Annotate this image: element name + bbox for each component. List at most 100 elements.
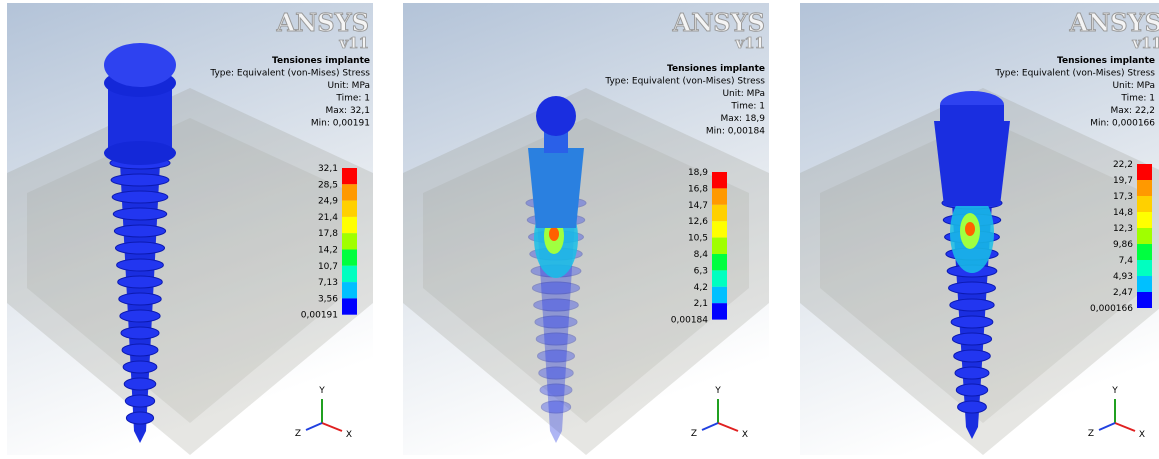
ball-head bbox=[536, 96, 576, 136]
legend-swatch bbox=[342, 298, 357, 315]
legend-label: 14,7 bbox=[688, 201, 708, 211]
info-type: Type: Equivalent (von-Mises) Stress bbox=[604, 77, 765, 87]
legend-label: 17,3 bbox=[1113, 192, 1133, 202]
legend-label: 4,93 bbox=[1113, 272, 1133, 282]
legend-label: 3,56 bbox=[318, 294, 338, 304]
mesh-plane bbox=[423, 118, 749, 423]
screw-thread bbox=[949, 298, 995, 312]
screw-thread bbox=[538, 366, 574, 380]
legend-swatch bbox=[1137, 180, 1152, 196]
axis-label-x: X bbox=[346, 430, 352, 440]
legend-label: 21,4 bbox=[318, 213, 338, 223]
legend-swatch bbox=[1137, 212, 1152, 228]
legend-label: 28,5 bbox=[318, 180, 338, 190]
screw-thread bbox=[957, 400, 987, 414]
stress-zone bbox=[549, 227, 559, 241]
legend-label: 0,00184 bbox=[671, 316, 708, 326]
screw-head bbox=[934, 121, 1010, 206]
info-min: Min: 0,00184 bbox=[706, 127, 765, 137]
axis-label-z: Z bbox=[691, 429, 697, 439]
legend-label: 12,6 bbox=[688, 217, 708, 227]
legend-swatch bbox=[1137, 164, 1152, 180]
legend-label: 32,1 bbox=[318, 164, 338, 174]
screw-thread bbox=[531, 281, 581, 295]
screw-thread bbox=[953, 349, 991, 363]
legend-swatch bbox=[1137, 276, 1152, 292]
version: v11 bbox=[338, 34, 369, 52]
axis-x bbox=[321, 422, 343, 432]
screw-thread bbox=[111, 190, 169, 204]
legend-label: 8,4 bbox=[694, 250, 709, 260]
axis-x bbox=[717, 422, 739, 432]
legend-swatch bbox=[1137, 260, 1152, 276]
legend-label: 6,3 bbox=[694, 266, 708, 276]
screw-thread bbox=[955, 383, 989, 397]
legend-swatch bbox=[1137, 196, 1152, 212]
legend-swatch bbox=[1137, 292, 1152, 308]
info-time: Time: 1 bbox=[1120, 94, 1155, 104]
legend-swatch bbox=[342, 233, 357, 250]
screw-head-ring bbox=[940, 105, 1004, 123]
screw-thread bbox=[117, 275, 163, 289]
viewport-background bbox=[7, 3, 373, 455]
info-title: Tensiones implante bbox=[1057, 56, 1155, 66]
axis-label-y: Y bbox=[318, 386, 325, 396]
screw-thread bbox=[116, 258, 164, 272]
axis-label-y: Y bbox=[1111, 386, 1118, 396]
info-max: Max: 32,1 bbox=[325, 106, 370, 116]
legend-label: 22,2 bbox=[1113, 160, 1133, 170]
viewport-background bbox=[403, 3, 769, 455]
legend-label: 19,7 bbox=[1113, 176, 1133, 186]
stress-zone bbox=[965, 222, 975, 236]
screw-thread bbox=[125, 411, 155, 425]
legend-swatch bbox=[342, 249, 357, 266]
legend-swatch bbox=[1137, 228, 1152, 244]
axis-label-z: Z bbox=[295, 429, 301, 439]
version: v11 bbox=[1131, 34, 1159, 52]
legend-swatch bbox=[342, 168, 357, 185]
legend-swatch bbox=[712, 303, 727, 320]
screw-head-top bbox=[104, 43, 176, 87]
screw-thread bbox=[123, 377, 157, 391]
screw-thread bbox=[951, 332, 993, 346]
legend-label: 14,8 bbox=[1113, 208, 1133, 218]
legend-swatch bbox=[712, 188, 727, 205]
info-min: Min: 0,000166 bbox=[1090, 119, 1155, 129]
legend-swatch bbox=[712, 237, 727, 254]
screw-thread bbox=[110, 173, 170, 187]
legend-label: 0,00191 bbox=[301, 311, 338, 321]
screw-thread bbox=[540, 400, 572, 414]
info-type: Type: Equivalent (von-Mises) Stress bbox=[994, 69, 1155, 79]
legend-swatch bbox=[712, 172, 727, 189]
screw-thread bbox=[122, 360, 158, 374]
legend-label: 2,1 bbox=[694, 299, 708, 309]
axis-z bbox=[701, 422, 719, 431]
legend-swatch bbox=[712, 221, 727, 238]
info-time: Time: 1 bbox=[730, 102, 765, 112]
axis-label-y: Y bbox=[714, 386, 721, 396]
info-max: Max: 22,2 bbox=[1110, 106, 1155, 116]
info-min: Min: 0,00191 bbox=[311, 119, 370, 129]
screw-thread bbox=[118, 292, 162, 306]
mesh-plane bbox=[7, 88, 373, 455]
legend-label: 10,5 bbox=[688, 234, 708, 244]
legend-swatch bbox=[712, 270, 727, 287]
screw-thread bbox=[113, 224, 167, 238]
screw-thread bbox=[119, 309, 161, 323]
legend-label: 7,4 bbox=[1119, 256, 1134, 266]
screw-thread bbox=[533, 298, 579, 312]
screw-thread bbox=[539, 383, 573, 397]
screw-thread bbox=[120, 326, 160, 340]
version: v11 bbox=[734, 34, 765, 52]
logo: ANSYS bbox=[276, 8, 369, 37]
legend-label: 18,9 bbox=[688, 168, 708, 178]
axis-z bbox=[305, 422, 323, 431]
info-title: Tensiones implante bbox=[272, 56, 370, 66]
legend-label: 2,47 bbox=[1113, 288, 1133, 298]
legend-swatch bbox=[342, 216, 357, 234]
legend-swatch bbox=[712, 204, 727, 222]
